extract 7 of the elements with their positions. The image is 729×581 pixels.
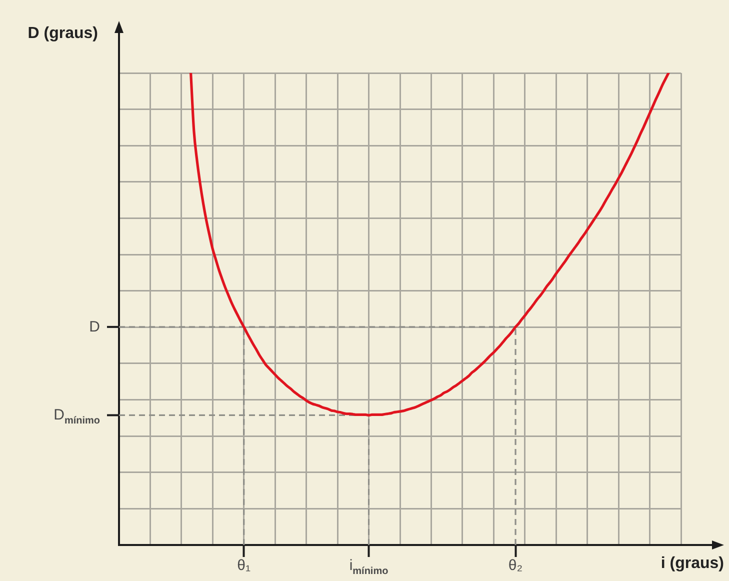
y-axis-title: D (graus) — [28, 25, 98, 42]
ref-line-label: D — [89, 318, 100, 336]
x-axis-title: i (graus) — [660, 555, 724, 572]
x-tick-label: θ₂ — [508, 557, 523, 574]
ref-line-label: D$_{mínimo}$ — [54, 406, 100, 427]
x-tick-label: θ₁ — [237, 557, 251, 574]
x-tick-label: i$_{mínimo}$ — [349, 557, 388, 577]
